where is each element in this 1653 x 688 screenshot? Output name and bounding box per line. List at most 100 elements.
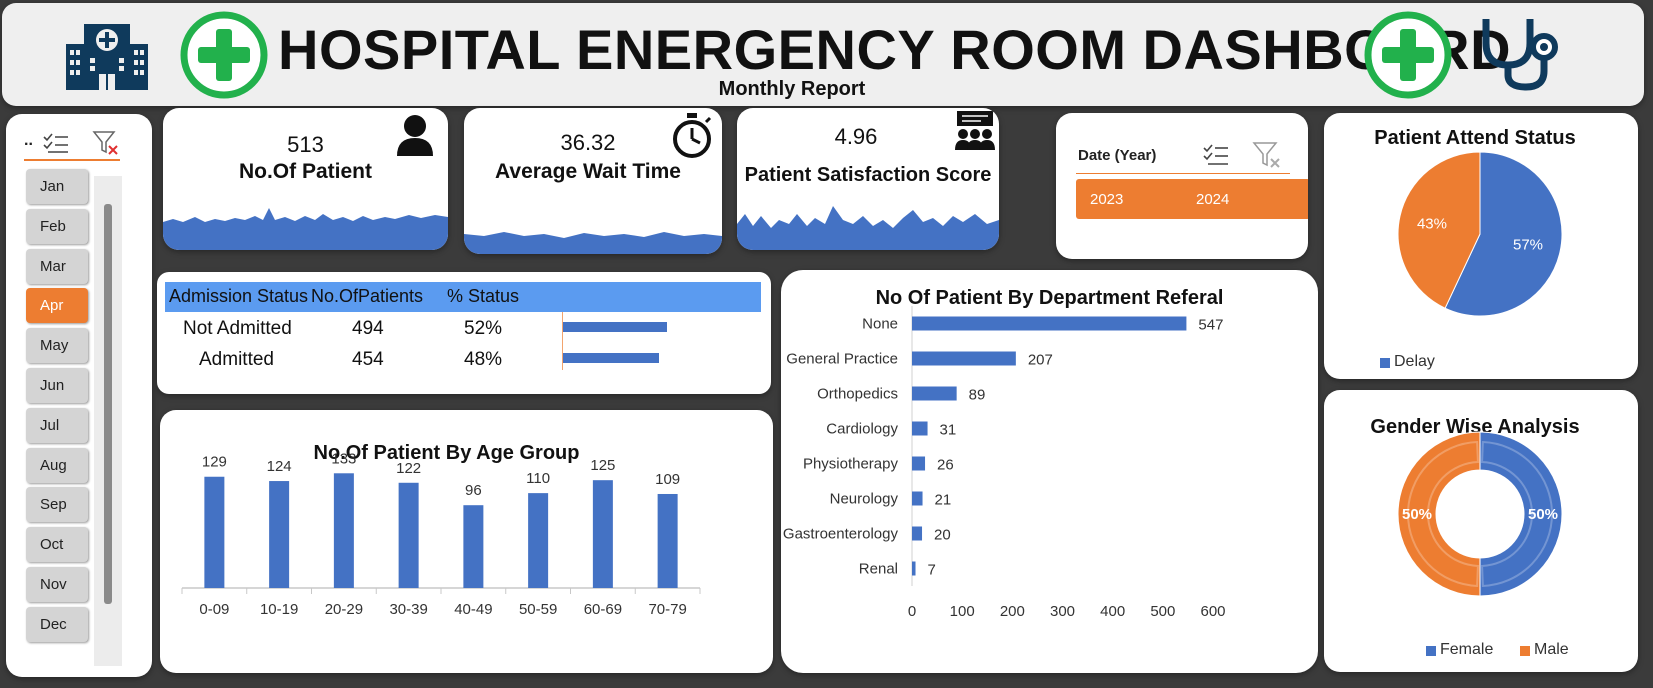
kpi-satisfaction-card: 4.96 Patient Satisfaction Score <box>737 108 999 250</box>
age-bar-label: 125 <box>590 457 615 474</box>
age-group-chart-card: No.Of Patient By Age Group 129 0-09 124 10-… <box>160 410 773 673</box>
dept-bar-label: 547 <box>1198 317 1223 334</box>
dept-bar-label: 89 <box>969 387 986 404</box>
attend-pie-label: 57% <box>1513 237 1543 254</box>
kpi-wait-sparkline <box>464 232 722 254</box>
dept-axis-tick-label: 200 <box>1000 603 1025 620</box>
kpi-wait-card: 36.32 Average Wait Time <box>464 108 722 254</box>
attend-pie-slice <box>1444 151 1563 317</box>
age-category-label: 60-69 <box>584 601 622 618</box>
year-button-2024[interactable]: 2024 <box>1182 179 1308 219</box>
multi-select-icon[interactable] <box>42 132 70 154</box>
clear-filter-icon[interactable] <box>92 130 120 156</box>
dashboard-title: HOSPITAL ENERGENCY ROOM DASHBOARD <box>278 18 1512 81</box>
month-button-jun[interactable]: Jun <box>26 368 88 403</box>
month-button-may[interactable]: May <box>26 328 88 364</box>
attend-legend-swatch <box>1380 358 1390 368</box>
admission-status-table: Admission Status No.OfPatients % Status … <box>157 272 771 394</box>
age-category-label: 0-09 <box>199 601 229 618</box>
age-category-label: 50-59 <box>519 601 557 618</box>
admission-row-count: 494 <box>352 318 384 339</box>
dept-bar <box>912 386 957 401</box>
attend-chart-title: Patient Attend Status <box>1374 127 1576 149</box>
age-bar <box>528 493 549 588</box>
age-category-label: 70-79 <box>648 601 686 618</box>
month-button-nov[interactable]: Nov <box>26 567 88 602</box>
slicer-scroll-thumb[interactable] <box>104 204 112 604</box>
year-slicer-title: Date (Year) <box>1078 147 1157 164</box>
dept-bar <box>912 351 1016 366</box>
month-button-jul[interactable]: Jul <box>26 407 88 443</box>
medical-plus-icon <box>180 11 268 99</box>
dept-axis-tick-label: 300 <box>1050 603 1075 620</box>
year-slicer-underline <box>1076 173 1290 174</box>
clear-filter-icon[interactable] <box>1252 141 1282 169</box>
age-bar-label: 110 <box>526 470 550 487</box>
attend-pie-label: 43% <box>1417 215 1447 232</box>
stopwatch-icon <box>673 113 712 158</box>
kpi-wait-value: 36.32 <box>560 130 616 155</box>
kpi-wait-label: Average Wait Time <box>495 160 681 183</box>
multi-select-icon[interactable] <box>1202 143 1230 167</box>
dept-bar <box>912 526 923 541</box>
age-chart-title: No.Of Patient By Age Group <box>313 442 580 464</box>
dept-bar-label: 21 <box>935 492 952 509</box>
month-button-sep[interactable]: Sep <box>26 487 88 523</box>
year-slicer: Date (Year) 2023 2024 <box>1056 113 1308 259</box>
gender-legend-swatch-male <box>1520 646 1530 656</box>
gender-donut-inner-ring <box>1481 441 1553 587</box>
slicer-scrollbar[interactable] <box>94 176 122 666</box>
gender-legend-male: Male <box>1534 641 1569 658</box>
dept-bar-label: 26 <box>937 457 954 474</box>
kpi-patients-value: 513 <box>287 132 324 157</box>
dept-category-label: Renal <box>859 561 898 578</box>
age-category-label: 30-39 <box>389 601 427 618</box>
kpi-patients-card: 513 No.Of Patient <box>163 108 448 250</box>
dept-category-label: Neurology <box>830 491 899 508</box>
slicer-header-dots: .. <box>24 132 33 149</box>
month-button-aug[interactable]: Aug <box>26 447 88 483</box>
dept-category-label: Gastroenterology <box>783 526 899 543</box>
dept-chart-title: No Of Patient By Department Referal <box>875 287 1224 309</box>
admission-header-status: Admission Status <box>169 286 309 306</box>
age-bar <box>463 505 484 588</box>
gender-donut: 50% 50% <box>1397 431 1563 597</box>
age-bar-label: 129 <box>202 454 227 471</box>
attend-pie-slice <box>1397 151 1481 309</box>
admission-header-pct: % Status <box>447 286 520 306</box>
month-button-mar[interactable]: Mar <box>26 248 88 284</box>
kpi-satisfaction-label: Patient Satisfaction Score <box>744 164 992 186</box>
age-category-label: 20-29 <box>325 601 363 618</box>
month-button-apr[interactable]: Apr <box>26 288 88 324</box>
age-bar-label: 109 <box>655 471 680 488</box>
month-button-dec[interactable]: Dec <box>26 606 88 642</box>
hospital-building-icon <box>66 24 148 90</box>
admission-row-count: 454 <box>352 349 384 370</box>
gender-chart-title: Gender Wise Analysis <box>1370 416 1580 438</box>
dept-category-label: Physiotherapy <box>803 456 899 473</box>
age-group-chart: 129 0-09 124 10-19 133 20-29 122 30-39 96 40-49 11… <box>181 450 701 618</box>
month-button-jan[interactable]: Jan <box>26 169 88 204</box>
age-bar-label: 122 <box>396 460 421 477</box>
age-bar-label: 133 <box>331 450 356 467</box>
dept-axis-tick-label: 100 <box>950 603 975 620</box>
age-bar <box>204 476 225 588</box>
header-banner: HOSPITAL ENERGENCY ROOM DASHBOARD Monthl… <box>2 3 1644 106</box>
dept-bar <box>912 316 1187 331</box>
slicer-header-underline <box>24 159 120 161</box>
medical-plus-icon <box>1364 11 1452 99</box>
stethoscope-icon <box>1482 19 1558 91</box>
month-button-feb[interactable]: Feb <box>26 208 88 244</box>
admission-row-pct: 48% <box>464 349 503 370</box>
attend-status-chart-card: Patient Attend Status 57% 43% Delay <box>1324 113 1638 379</box>
gender-legend-female: Female <box>1440 641 1494 658</box>
age-bar <box>333 473 354 588</box>
age-bar-label: 96 <box>465 482 482 499</box>
dept-bar <box>912 421 928 436</box>
month-button-oct[interactable]: Oct <box>26 527 88 563</box>
gender-analysis-chart-card: Gender Wise Analysis 50% 50% Female Male <box>1324 390 1638 672</box>
dept-category-label: Orthopedics <box>817 386 898 403</box>
dept-bar <box>912 456 926 471</box>
admission-row-status: Not Admitted <box>183 318 292 339</box>
age-bar <box>592 480 613 588</box>
